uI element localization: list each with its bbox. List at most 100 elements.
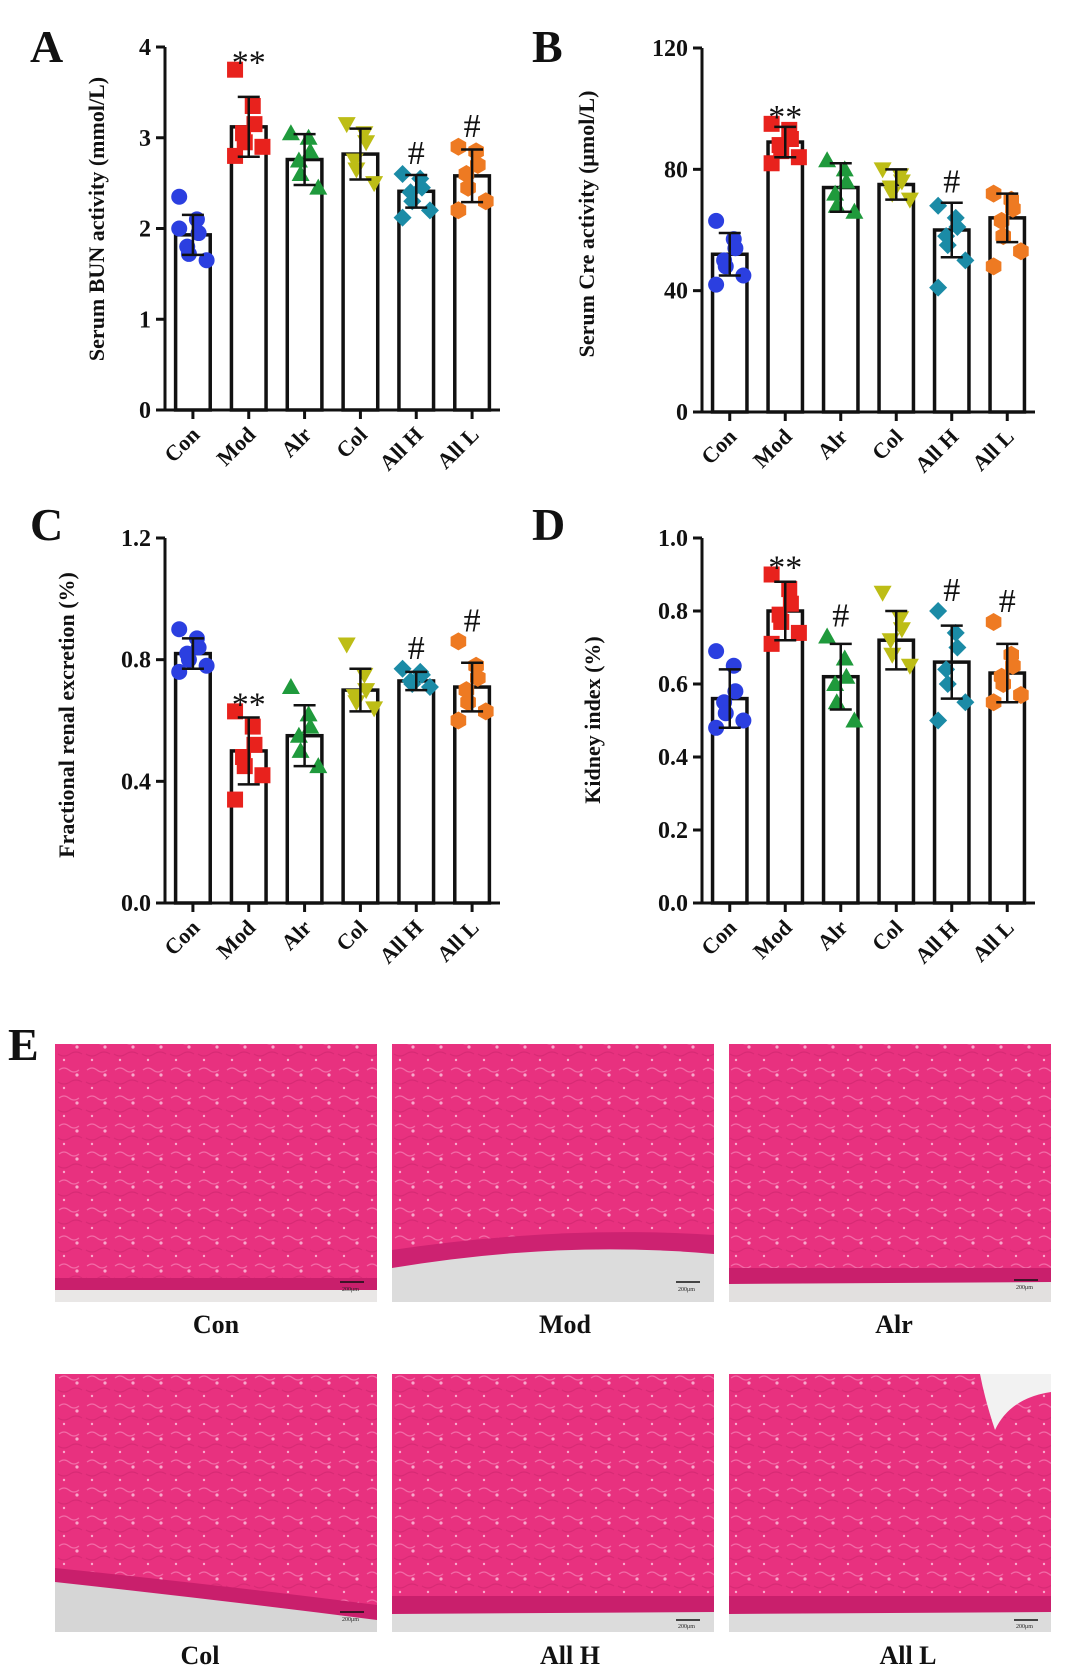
data-point-alr xyxy=(309,178,328,195)
data-point-con xyxy=(735,712,752,729)
panel-letter-e: E xyxy=(8,1019,39,1070)
data-point-all-l xyxy=(450,137,467,156)
data-point-all-l xyxy=(985,613,1002,631)
data-point-con xyxy=(727,240,744,257)
histology-panel-all-h: 200μm xyxy=(392,1374,714,1632)
x-tick-label-col: Col xyxy=(331,422,372,463)
significance-label-mod: ** xyxy=(232,45,266,82)
data-point-mod xyxy=(236,134,253,151)
data-point-mod xyxy=(763,155,780,172)
data-point-mod xyxy=(246,736,263,753)
data-point-all-l xyxy=(478,702,494,721)
chart-a-bun: A Serum BUN activity (mmol/L) 0 1 2 3 4 Con **… xyxy=(30,21,500,475)
data-point-con xyxy=(735,267,752,284)
x-tick-label-all-h: All H xyxy=(374,915,428,969)
data-point-mod xyxy=(763,566,780,583)
data-point-con xyxy=(727,683,744,700)
y-tick-label: 40 xyxy=(664,279,688,305)
significance-label-all-h: # xyxy=(408,135,425,172)
histology-panel-con: 200μm xyxy=(55,1044,377,1302)
data-point-all-h xyxy=(420,201,439,220)
data-point-con xyxy=(725,657,742,674)
data-point-alr xyxy=(281,124,300,141)
bar-col xyxy=(877,638,916,905)
x-tick-label-con: Con xyxy=(159,422,204,467)
y-tick-label: 1 xyxy=(139,307,151,333)
bar-mod xyxy=(766,140,805,414)
data-point-col xyxy=(355,667,374,684)
data-point-mod xyxy=(790,149,807,166)
y-axis-label-a: Serum BUN activity (mmol/L) xyxy=(84,77,109,361)
scale-bar-label: 200μm xyxy=(1016,1624,1033,1630)
scale-bar-label: 200μm xyxy=(342,1617,359,1623)
data-point-con xyxy=(708,643,725,660)
x-tick-label-alr: Alr xyxy=(276,915,316,955)
x-tick-label-col: Col xyxy=(867,424,908,465)
x-tick-label-mod: Mod xyxy=(748,424,797,473)
y-axis-label-c: Fractional renal excretion (%) xyxy=(54,572,79,858)
significance-label-alr: # xyxy=(832,598,849,635)
y-tick-label: 0 xyxy=(139,398,151,424)
data-point-alr xyxy=(818,151,837,168)
x-tick-label-alr: Alr xyxy=(812,424,852,464)
y-tick-label: 3 xyxy=(139,126,151,152)
data-point-mod xyxy=(254,138,271,155)
y-tick-label: 0.6 xyxy=(658,672,688,698)
significance-label-all-l: # xyxy=(999,583,1016,620)
data-point-col xyxy=(365,701,384,718)
data-point-all-h xyxy=(393,165,412,184)
data-point-alr xyxy=(845,711,864,728)
data-point-col xyxy=(873,162,892,179)
y-tick-label: 80 xyxy=(664,157,688,183)
data-point-alr xyxy=(281,678,300,695)
data-point-all-h xyxy=(929,196,948,215)
significance-label-mod: ** xyxy=(232,686,266,723)
data-point-all-l xyxy=(1013,242,1029,261)
data-point-alr xyxy=(845,202,864,219)
scale-bar-label: 200μm xyxy=(678,1624,695,1630)
chart-b-cre: B Serum Cre activity (μmol/L) 0 40 80 120 Co… xyxy=(532,21,1035,477)
data-point-all-h xyxy=(956,251,975,270)
data-point-con xyxy=(717,258,734,275)
data-point-mod xyxy=(227,61,244,78)
data-point-all-l xyxy=(993,211,1010,230)
data-point-mod xyxy=(227,147,244,164)
chart-c-excretion: C Fractional renal excretion (%) 0.0 0.4 0… xyxy=(30,499,500,968)
y-tick-label: 0.2 xyxy=(658,818,688,844)
y-tick-label: 0.0 xyxy=(658,891,688,917)
x-tick-label-con: Con xyxy=(696,424,741,469)
data-point-mod xyxy=(773,613,790,630)
x-tick-label-all-l: All L xyxy=(967,424,1019,476)
data-point-all-l xyxy=(470,668,486,687)
data-point-con xyxy=(198,657,215,674)
x-tick-label-all-l: All L xyxy=(432,915,484,967)
bar-all-h xyxy=(397,679,436,905)
data-point-all-l xyxy=(1013,686,1029,704)
y-tick-label: 1.2 xyxy=(121,526,151,552)
data-point-col xyxy=(900,658,919,675)
y-tick-label: 0.4 xyxy=(121,769,151,795)
histology-panel-col: 200μm xyxy=(55,1374,377,1632)
data-point-all-l xyxy=(450,711,467,730)
y-tick-label: 0.4 xyxy=(658,745,688,771)
histology-caption-con: Con xyxy=(193,1310,240,1339)
x-tick-label-col: Col xyxy=(331,915,372,956)
y-tick-label: 120 xyxy=(652,36,688,62)
data-point-mod xyxy=(790,624,807,641)
y-tick-label: 0.8 xyxy=(658,599,688,625)
data-point-con xyxy=(708,276,725,293)
significance-label-all-h: # xyxy=(408,630,425,667)
data-point-col xyxy=(337,637,356,654)
data-point-alr xyxy=(299,705,318,722)
bar-alr xyxy=(821,185,860,414)
data-point-con xyxy=(708,719,725,736)
bar-con xyxy=(173,651,212,905)
bar-mod xyxy=(229,125,268,412)
y-axis-label-b: Serum Cre activity (μmol/L) xyxy=(574,91,599,358)
histology-panel-mod: 200μm xyxy=(392,1044,714,1302)
data-point-alr xyxy=(818,627,837,644)
data-point-alr xyxy=(299,128,318,145)
x-tick-label-all-h: All H xyxy=(374,422,428,476)
data-point-con xyxy=(198,252,215,269)
